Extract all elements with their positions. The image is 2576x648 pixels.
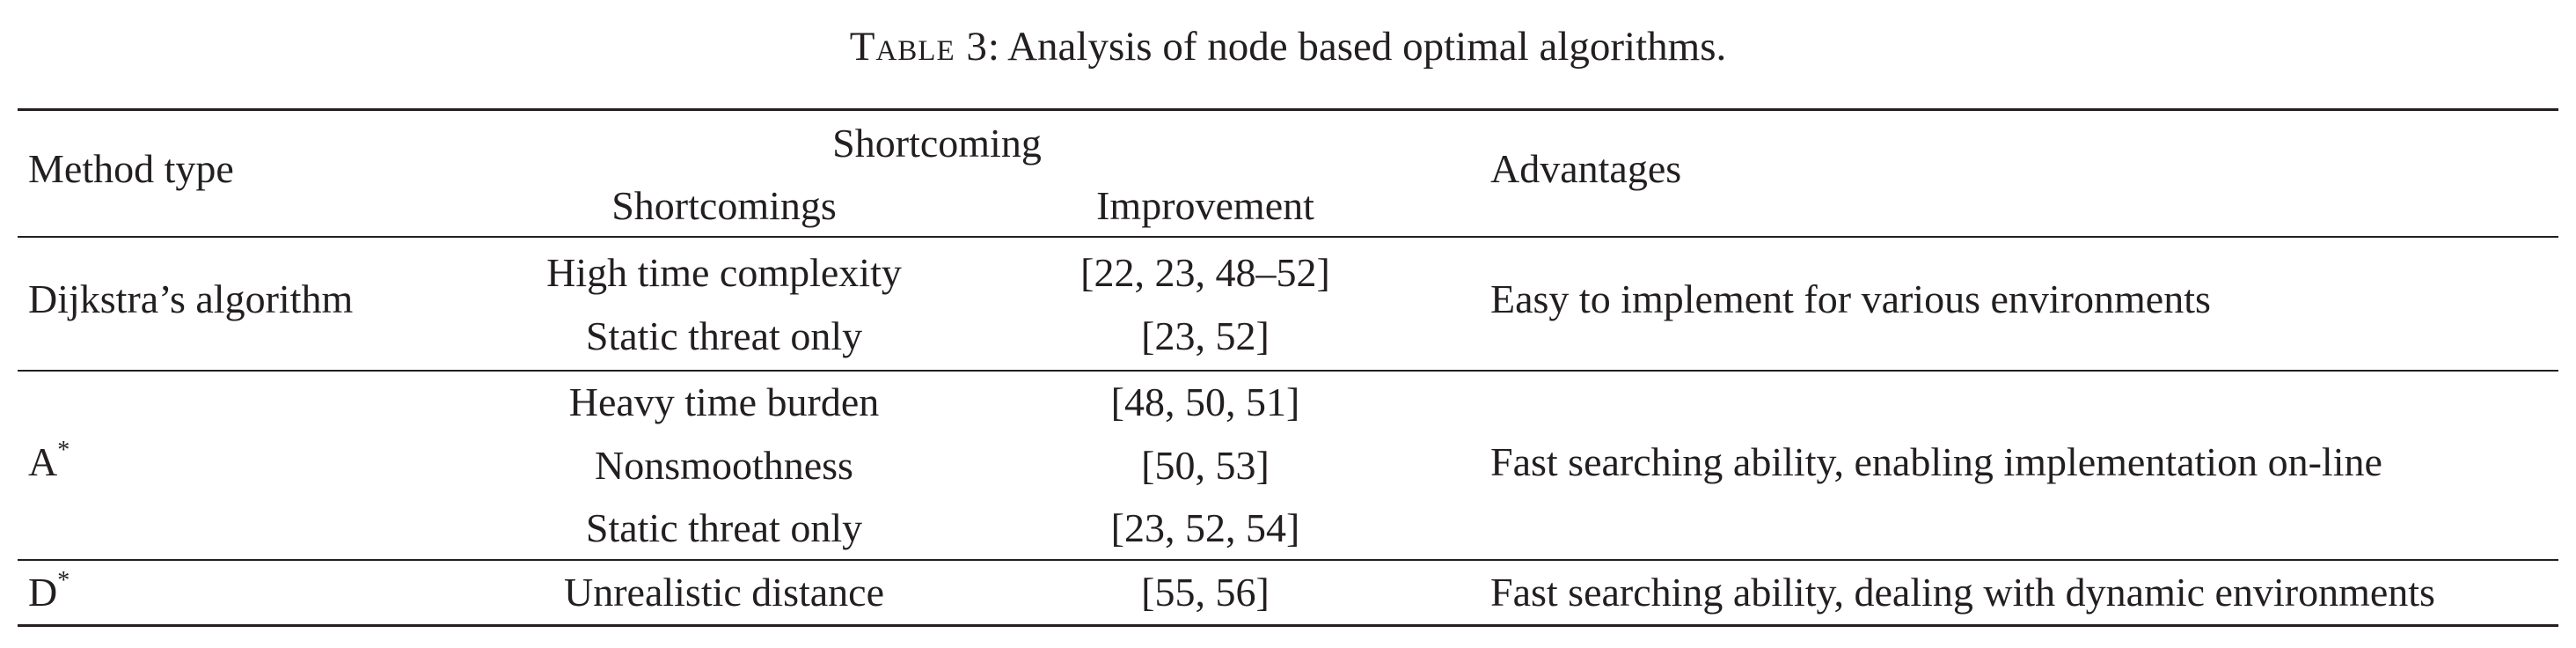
top-rule (18, 108, 2558, 111)
method-superscript: * (57, 566, 70, 594)
table-label: Table 3 (849, 24, 988, 70)
improvement-cell: [22, 23, 48–52] (1080, 250, 1330, 295)
table-caption: Table 3: Analysis of node based optimal … (0, 16, 2576, 77)
method-name: Dijkstra’s algorithm (28, 276, 354, 321)
improvement-cell: [23, 52, 54] (1110, 505, 1300, 550)
improvement-cell: [55, 56] (1141, 570, 1270, 615)
improvement-cell: [23, 52] (1141, 313, 1270, 358)
advantage-cell: Easy to implement for various environmen… (1490, 276, 2211, 321)
advantage-cell: Fast searching ability, enabling impleme… (1490, 439, 2382, 484)
header-rule (18, 236, 2558, 238)
header-shortcomings: Shortcomings (611, 183, 837, 228)
method-dijkstra: Dijkstra’s algorithm (28, 269, 353, 330)
header-method-type: Method type (28, 146, 234, 191)
method-superscript: * (57, 436, 70, 464)
header-shortcoming-group: Shortcoming (832, 121, 1042, 166)
shortcoming-cell: Static threat only (585, 505, 863, 550)
header-advantages: Advantages (1490, 146, 1682, 191)
improvement-cell: [48, 50, 51] (1110, 379, 1300, 424)
advantage-cell: Fast searching ability, dealing with dyn… (1490, 570, 2435, 615)
shortcoming-cell: Heavy time burden (568, 379, 880, 424)
shortcoming-cell: Unrealistic distance (563, 570, 885, 615)
shortcoming-cell: Static threat only (585, 313, 863, 358)
method-d-star: D* (28, 562, 70, 623)
table-caption-text: : Analysis of node based optimal algorit… (987, 24, 1727, 70)
method-name: D (28, 570, 58, 615)
method-name: A (28, 439, 58, 484)
bottom-rule (18, 624, 2558, 627)
row-separator-1 (18, 370, 2558, 372)
method-a-star: A* (28, 431, 70, 493)
row-separator-2 (18, 559, 2558, 561)
improvement-cell: [50, 53] (1141, 443, 1270, 488)
header-improvement: Improvement (1096, 183, 1314, 228)
shortcoming-cell: High time complexity (546, 250, 902, 295)
shortcoming-cell: Nonsmoothness (595, 443, 853, 488)
